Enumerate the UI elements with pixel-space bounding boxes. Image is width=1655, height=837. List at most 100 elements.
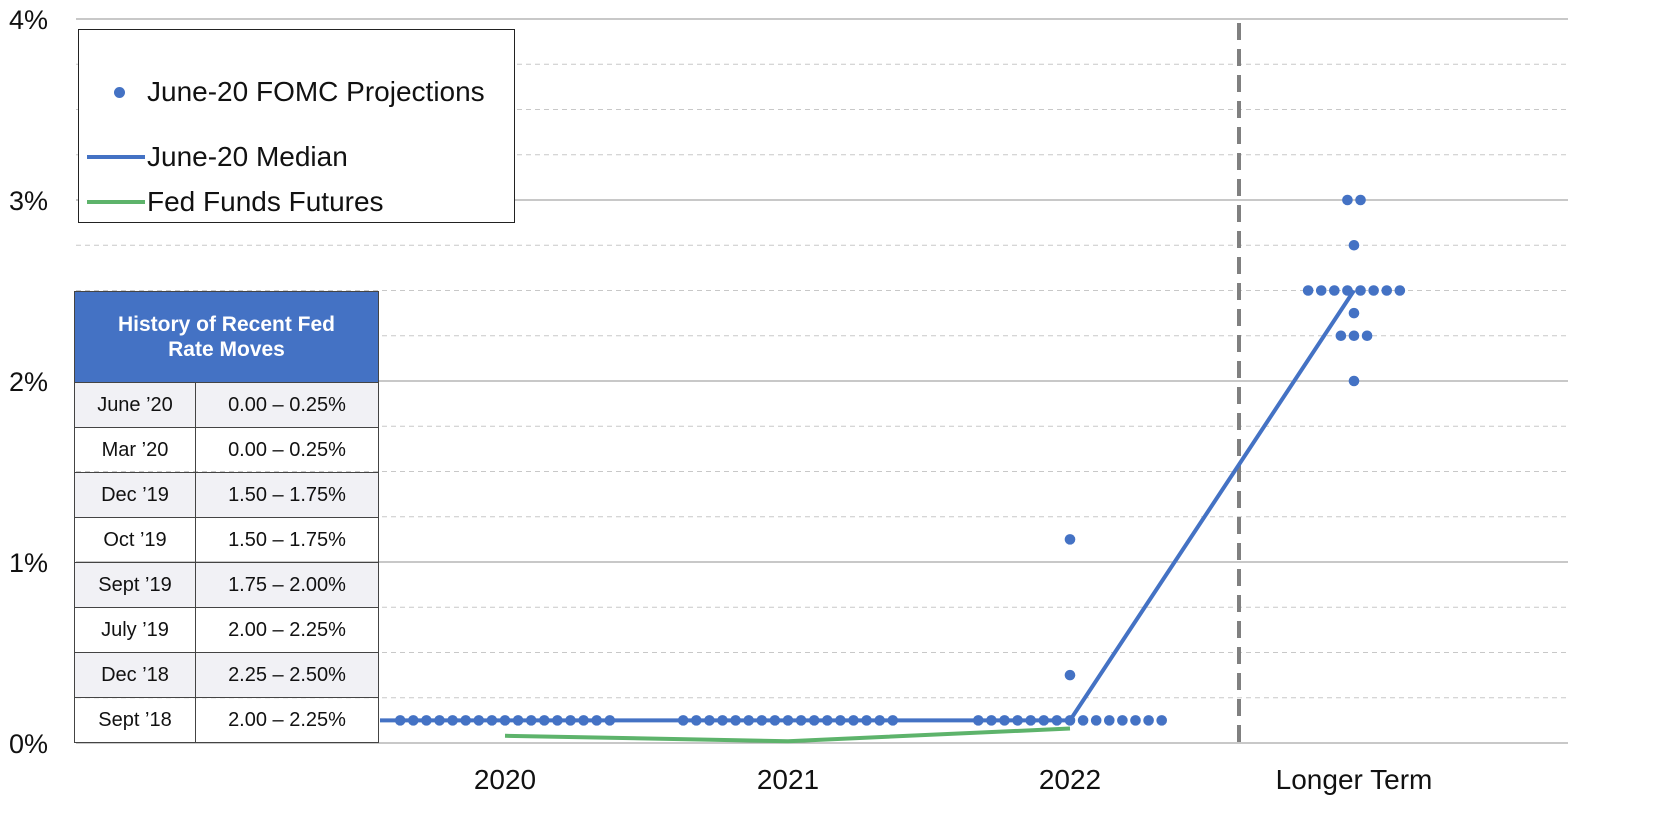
rate-history-date: Dec ’19 [74,472,196,518]
rate-history-row: Oct ’19 1.50 – 1.75% [74,517,379,563]
projection-dot [717,715,728,726]
projection-dot [1342,285,1353,296]
series-lines [380,289,1356,744]
projection-dot [1381,285,1393,296]
projection-dot [1064,715,1076,726]
y-tick-label: 3% [9,186,48,216]
projection-dot [743,715,754,726]
projection-dot [539,715,550,726]
rate-history-body: June ’20 0.00 – 0.25% Mar ’20 0.00 – 0.25% D… [74,382,379,743]
projection-dot [986,715,997,726]
legend-item-futures: Fed Funds Futures [79,182,384,222]
legend: June-20 FOMC Projections June-20 Median … [78,29,515,223]
rate-history-date: Dec ’18 [74,652,196,698]
projection-dot [782,715,794,726]
rate-history-header: History of Recent Fed Rate Moves [74,291,379,383]
projection-dot [1012,715,1023,726]
rate-history-date: July ’19 [74,607,196,653]
fed-funds-futures-line [504,726,1071,744]
projection-dot [394,715,406,726]
projection-dot [704,715,715,726]
rate-history-row: July ’19 2.00 – 2.25% [74,607,379,653]
projection-dot [1348,307,1360,319]
projection-dot [861,715,872,726]
projection-dot [1130,715,1141,726]
projection-dot [1394,285,1406,296]
rate-history-date: Mar ’20 [74,427,196,473]
rate-history-range: 1.50 – 1.75% [195,472,379,518]
projection-dot [460,715,472,726]
projection-dot [808,715,820,726]
projection-dot [565,715,576,726]
rate-history-date: Sept ’19 [74,562,196,608]
x-axis-tick-labels: 2020 2021 2022 Longer Term [474,764,1432,795]
rate-history-range: 1.50 – 1.75% [195,517,379,563]
projection-dot [677,715,689,726]
y-tick-label: 1% [9,548,48,578]
legend-median-line-marker [87,147,145,167]
projection-dot [999,715,1010,726]
projection-dot [1348,239,1360,251]
rate-history-range: 2.00 – 2.25% [195,607,379,653]
projection-dot [1143,715,1154,726]
projection-dot [1156,715,1167,726]
x-tick-label: Longer Term [1276,764,1433,795]
rate-history-range: 2.00 – 2.25% [195,697,379,743]
projection-dot [421,715,432,726]
projection-dot [769,715,781,726]
rate-history-row: Sept ’18 2.00 – 2.25% [74,697,379,743]
projection-dot [1329,285,1340,296]
rate-history-row: June ’20 0.00 – 0.25% [74,382,379,428]
projection-dot [1348,375,1360,387]
projection-dot [525,715,537,726]
projection-dots [394,194,1406,726]
projection-dot [512,715,524,726]
projection-dot [1361,330,1373,342]
rate-history-date: Oct ’19 [74,517,196,563]
projection-dot [1355,285,1366,296]
projection-dot [447,715,458,726]
rate-history-range: 0.00 – 0.25% [195,427,379,473]
projection-dot [1038,715,1050,726]
projection-dot [473,715,485,726]
projection-dot [1302,285,1314,296]
x-tick-label: 2020 [474,764,536,795]
projection-dot [874,715,885,726]
projection-dot [973,715,984,726]
projection-dot [1348,330,1360,342]
projection-dot [848,715,859,726]
legend-dot-marker [87,82,145,102]
y-tick-label: 2% [9,367,48,397]
rate-history-header-text: History of Recent Fed Rate Moves [117,313,336,361]
y-tick-label: 4% [9,5,48,35]
rate-history-date: Sept ’18 [74,697,196,743]
y-tick-label: 0% [9,729,48,759]
projection-dot [1064,534,1076,545]
rate-history-range: 2.25 – 2.50% [195,652,379,698]
projection-dot [691,715,702,726]
projection-dot [1335,330,1347,342]
legend-futures-line-marker [87,192,145,212]
projection-dot [1117,715,1128,726]
rate-history-row: Sept ’19 1.75 – 2.00% [74,562,379,608]
legend-item-projections: June-20 FOMC Projections [79,72,485,112]
rate-history-range: 1.75 – 2.00% [195,562,379,608]
projection-dot [1025,715,1036,726]
projection-dot [434,715,445,726]
rate-history-range: 0.00 – 0.25% [195,382,379,428]
projection-dot [795,715,807,726]
projection-dot [822,715,833,726]
projection-dot [730,715,741,726]
projection-dot [1368,285,1379,296]
projection-dot [486,715,498,726]
rate-history-row: Dec ’19 1.50 – 1.75% [74,472,379,518]
projection-dot [499,715,511,726]
projection-dot [1355,194,1366,206]
rate-history-date: June ’20 [74,382,196,428]
projection-dot [591,715,602,726]
projection-dot [408,715,419,726]
legend-item-median: June-20 Median [79,137,348,177]
projection-dot [1064,669,1076,681]
projection-dot [604,715,616,726]
